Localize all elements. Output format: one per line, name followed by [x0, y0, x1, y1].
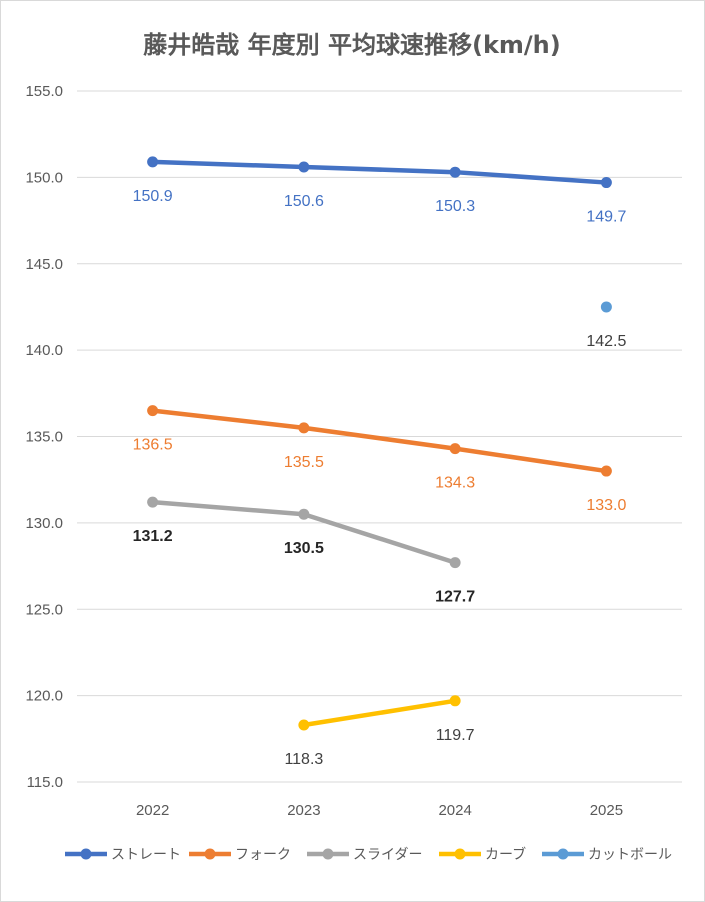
- data-label: 119.7: [436, 727, 475, 744]
- data-point: [298, 719, 310, 731]
- series-3: [298, 695, 461, 731]
- y-tick-label: 120.0: [25, 688, 63, 705]
- data-point: [600, 177, 612, 189]
- data-point: [147, 156, 159, 168]
- legend-label: ストレート: [111, 847, 181, 863]
- legend-label: フォーク: [235, 847, 291, 863]
- data-label: 150.9: [133, 188, 173, 205]
- legend-marker: [204, 848, 216, 860]
- data-point: [449, 695, 461, 707]
- x-tick-label: 2024: [438, 802, 471, 819]
- x-tick-label: 2025: [590, 802, 623, 819]
- legend-marker: [322, 848, 334, 860]
- legend-marker: [557, 848, 569, 860]
- y-tick-label: 140.0: [25, 342, 63, 359]
- y-tick-label: 145.0: [25, 256, 63, 273]
- chart-title: 藤井皓哉 年度別 平均球速推移(km/h): [143, 31, 560, 59]
- data-point: [600, 301, 612, 313]
- data-point: [449, 166, 461, 178]
- y-tick-label: 155.0: [25, 83, 63, 100]
- data-point: [449, 443, 461, 455]
- legend-item: スライダー: [307, 847, 422, 863]
- y-tick-label: 135.0: [25, 429, 63, 446]
- legend-item: フォーク: [189, 847, 291, 863]
- legend-marker: [454, 848, 466, 860]
- data-label: 150.3: [435, 198, 475, 215]
- series-4: [600, 301, 612, 313]
- series-0: [147, 156, 612, 189]
- data-point: [600, 465, 612, 477]
- x-tick-label: 2023: [287, 802, 320, 819]
- data-label: 134.3: [435, 475, 475, 492]
- legend-label: スライダー: [353, 847, 422, 863]
- data-label: 131.2: [133, 528, 173, 545]
- series-line: [150, 408, 609, 474]
- data-label: 150.6: [284, 193, 324, 210]
- y-tick-label: 130.0: [25, 515, 63, 532]
- y-tick-label: 125.0: [25, 601, 63, 618]
- series-2: [147, 496, 461, 569]
- data-label: 135.5: [284, 454, 324, 471]
- legend-label: カーブ: [485, 846, 526, 863]
- legend-item: カーブ: [439, 846, 526, 863]
- data-point: [298, 508, 310, 520]
- data-point: [298, 422, 310, 434]
- data-label: 142.5: [586, 333, 626, 350]
- data-label: 149.7: [586, 209, 626, 226]
- y-tick-label: 150.0: [25, 169, 63, 186]
- data-point: [449, 557, 461, 569]
- data-point: [147, 496, 159, 508]
- series-1: [147, 405, 612, 477]
- data-point: [147, 405, 159, 417]
- data-label: 130.5: [284, 540, 324, 557]
- series-line: [301, 698, 458, 728]
- data-label: 127.7: [435, 589, 475, 606]
- series-line: [150, 159, 609, 185]
- data-label: 133.0: [586, 497, 626, 514]
- legend-item: ストレート: [65, 847, 181, 863]
- legend-item: カットボール: [542, 847, 672, 863]
- x-tick-label: 2022: [136, 802, 169, 819]
- data-label: 136.5: [133, 437, 173, 454]
- legend-marker: [80, 848, 92, 860]
- data-label: 118.3: [284, 751, 323, 768]
- legend-label: カットボール: [588, 847, 672, 863]
- y-tick-label: 115.0: [27, 774, 63, 791]
- data-point: [298, 161, 310, 173]
